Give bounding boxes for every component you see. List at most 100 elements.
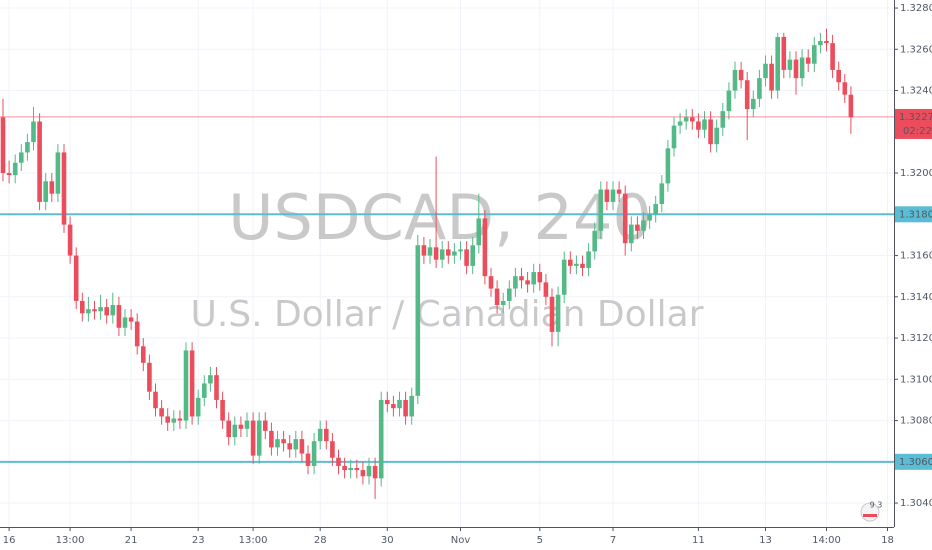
candle-body — [208, 375, 213, 384]
candle-body — [604, 189, 610, 202]
candle-body — [232, 424, 238, 438]
candle-body — [671, 125, 677, 149]
candle-body — [775, 36, 780, 91]
candle-body — [330, 441, 335, 458]
candle-body — [519, 276, 524, 281]
candle-body — [153, 391, 158, 409]
candle-body — [37, 121, 42, 202]
candle-body — [464, 249, 469, 266]
candle-body — [366, 465, 372, 477]
x-tick-label: Nov — [451, 535, 471, 546]
candle-body — [348, 468, 353, 471]
candle-body — [805, 57, 811, 64]
candle-body — [622, 193, 628, 244]
candle-body — [781, 36, 787, 70]
candle-body — [116, 305, 122, 328]
candle-body — [708, 119, 713, 145]
candle-body — [635, 224, 640, 231]
candle-body — [256, 420, 262, 456]
candle-body — [647, 214, 652, 221]
candle-body — [598, 189, 604, 231]
candle-body — [165, 416, 170, 423]
candle-body — [610, 189, 616, 202]
plot-area — [0, 28, 894, 499]
candle-body — [726, 90, 732, 112]
candle-body — [830, 43, 835, 70]
candle-body — [403, 399, 408, 417]
candle-body — [415, 245, 421, 396]
candle-body — [568, 259, 573, 266]
y-tick-label: 1.30800 — [900, 416, 932, 427]
candle-body — [659, 183, 665, 204]
candle-body — [513, 276, 518, 289]
candle-body — [61, 152, 67, 225]
candle-body — [214, 375, 219, 400]
candle-body — [714, 127, 719, 145]
candle-body — [104, 307, 109, 316]
candle-body — [141, 346, 146, 363]
candle-body — [55, 152, 61, 194]
candle-body — [427, 247, 433, 256]
x-tick-label: 7 — [610, 535, 616, 546]
candle-body — [549, 296, 555, 332]
badge[interactable]: 9 3 — [860, 501, 882, 522]
candle-body — [818, 41, 823, 46]
x-tick-label: 23 — [192, 535, 205, 546]
y-tick-label: 1.31200 — [900, 333, 932, 344]
candle-body — [421, 245, 427, 256]
y-tick-label: 1.32400 — [900, 86, 932, 97]
candle-body — [580, 263, 585, 268]
candle-body — [250, 420, 256, 456]
y-tick-label: 1.32600 — [900, 44, 932, 55]
y-tick-label: 1.30400 — [900, 498, 932, 509]
candle-body — [159, 408, 164, 417]
candle-body — [525, 280, 530, 285]
candle-body — [92, 309, 97, 312]
candle-body — [665, 148, 671, 184]
candle-body — [336, 457, 341, 466]
candle-body — [738, 69, 744, 81]
candle-body — [342, 465, 347, 471]
y-tick-label: 1.31600 — [900, 251, 932, 262]
candle-body — [732, 69, 738, 91]
candle-body — [507, 288, 512, 301]
x-tick-label: 18 — [881, 535, 894, 546]
candle-body — [269, 430, 274, 448]
candle-body — [128, 317, 134, 322]
candle-body — [80, 300, 85, 314]
candle-body — [531, 272, 536, 285]
x-tick-label: 13:00 — [56, 535, 85, 546]
candle-body — [195, 397, 201, 417]
y-tick-label: 1.32800 — [900, 3, 932, 14]
candle-body — [543, 282, 549, 297]
x-tick-label: 21 — [125, 535, 138, 546]
candle-body — [446, 249, 451, 256]
candle-body — [757, 78, 762, 99]
candle-body — [683, 117, 689, 122]
x-tick-label: 5 — [537, 535, 543, 546]
candle-body — [171, 418, 177, 423]
candle-body — [147, 362, 152, 392]
candle-body — [574, 263, 579, 266]
candle-body — [122, 317, 128, 328]
candle-body — [751, 98, 756, 110]
candle-body — [848, 94, 854, 118]
candle-body — [360, 470, 366, 477]
candle-body — [12, 162, 18, 176]
candle-body — [6, 173, 12, 176]
candle-body — [202, 383, 207, 398]
candle-body — [49, 181, 55, 194]
candle-body — [690, 117, 695, 122]
price-label-box — [895, 206, 932, 223]
candle-body — [305, 453, 311, 466]
candle-body — [177, 418, 183, 421]
candle-body — [592, 230, 597, 252]
watermark-subtitle: U.S. Dollar / Canadian Dollar — [190, 294, 703, 335]
y-tick-label: 1.31400 — [900, 292, 932, 303]
grid — [0, 0, 894, 527]
candle-body — [653, 203, 658, 215]
candle-body — [110, 305, 116, 316]
candle-body — [263, 420, 268, 431]
